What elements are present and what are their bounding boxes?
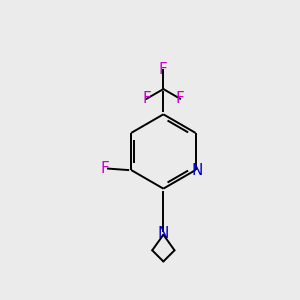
Text: F: F xyxy=(176,91,184,106)
Text: F: F xyxy=(142,91,151,106)
Text: F: F xyxy=(100,161,109,176)
Text: F: F xyxy=(159,62,168,77)
Text: N: N xyxy=(191,163,203,178)
Text: N: N xyxy=(158,226,169,241)
